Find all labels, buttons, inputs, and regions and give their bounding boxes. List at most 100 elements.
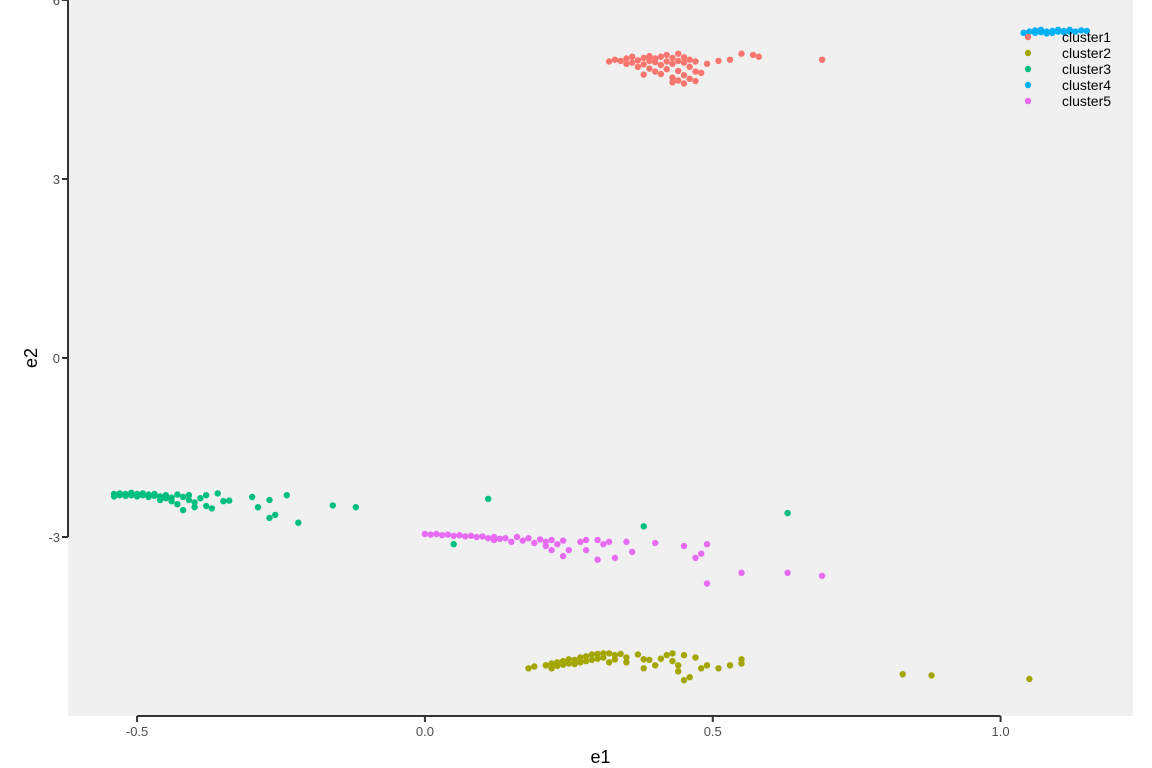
cluster1-point	[652, 68, 659, 75]
cluster5-point	[450, 532, 457, 539]
cluster5-point	[433, 530, 440, 538]
cluster5-point	[421, 530, 429, 538]
cluster1-point	[698, 69, 705, 77]
legend-key-cluster5	[1024, 97, 1032, 105]
cluster1-point	[692, 68, 699, 75]
cluster5-point	[548, 546, 555, 554]
cluster2-point	[577, 659, 584, 666]
cluster5-point	[623, 538, 630, 545]
legend-key-cluster3	[1024, 65, 1032, 73]
cluster1-point	[669, 60, 676, 67]
cluster2-point	[617, 650, 624, 658]
cluster2-point	[582, 657, 590, 665]
cluster1-point	[680, 72, 688, 79]
series-cluster3	[110, 489, 791, 548]
cluster2-point	[577, 654, 584, 661]
cluster1-point	[634, 57, 642, 64]
cluster5-point	[692, 554, 699, 562]
cluster2-point	[738, 656, 745, 663]
cluster1-point	[692, 77, 699, 85]
cluster3-point	[214, 490, 221, 497]
cluster2-point	[899, 671, 906, 678]
cluster5-point	[467, 532, 475, 539]
cluster3-point	[122, 492, 129, 499]
cluster5-point	[594, 556, 601, 563]
cluster4-point	[1037, 26, 1045, 33]
cluster5-point	[485, 535, 492, 542]
cluster3-point	[185, 496, 193, 504]
cluster1-point	[663, 51, 670, 59]
cluster4-point	[1049, 29, 1056, 36]
cluster3-point	[139, 492, 146, 499]
cluster2-point	[634, 651, 642, 658]
cluster1-point	[623, 55, 630, 62]
cluster1-point	[629, 53, 636, 60]
cluster2-point	[698, 665, 705, 672]
cluster5-point	[652, 539, 659, 547]
cluster4-point	[1083, 27, 1091, 35]
legend-key-cluster2	[1024, 49, 1032, 57]
cluster4-point	[1078, 27, 1085, 34]
cluster4-point	[1066, 26, 1073, 33]
cluster1-point	[640, 71, 647, 78]
cluster5-point	[594, 536, 601, 544]
cluster3-point	[220, 498, 227, 505]
cluster5-point	[818, 572, 826, 579]
cluster5-point	[605, 538, 613, 545]
cluster3-point	[450, 541, 457, 548]
cluster1-point	[646, 52, 653, 60]
cluster5-point	[473, 533, 480, 541]
cluster3-point	[133, 493, 141, 500]
cluster2-point	[531, 663, 538, 670]
cluster5-point	[444, 531, 452, 538]
cluster3-point	[203, 502, 210, 510]
cluster5-point	[703, 580, 711, 587]
cluster5-point	[548, 536, 555, 544]
cluster5-point	[439, 532, 446, 539]
cluster5-point	[582, 536, 590, 544]
cluster2-point	[600, 654, 607, 661]
cluster3-point	[272, 511, 279, 519]
cluster2-point	[594, 655, 601, 662]
series-cluster5	[421, 530, 826, 587]
cluster3-point	[254, 504, 262, 511]
y-tick-label: 6	[53, 0, 60, 8]
cluster1-point	[629, 59, 636, 66]
cluster5-point	[738, 569, 745, 576]
cluster1-point	[669, 79, 676, 86]
cluster5-point	[554, 541, 561, 548]
x-tick-label: 0.0	[416, 724, 434, 739]
cluster5-point	[536, 536, 544, 543]
cluster3-point	[352, 504, 359, 511]
cluster2-point	[686, 674, 693, 681]
cluster1-point	[669, 74, 676, 81]
cluster5-point	[703, 541, 711, 548]
cluster2-point	[652, 662, 659, 669]
cluster5-point	[582, 546, 590, 554]
cluster3-point	[191, 499, 198, 506]
cluster4-point	[1026, 28, 1033, 35]
cluster5-point	[456, 532, 463, 539]
cluster1-point	[646, 57, 653, 65]
legend-label-cluster2: cluster2	[1062, 45, 1111, 61]
cluster2-point	[565, 660, 572, 667]
cluster3-point	[485, 495, 492, 502]
cluster2-point	[594, 650, 601, 658]
cluster5-point	[680, 542, 688, 550]
cluster5-point	[577, 538, 584, 545]
cluster1-point	[692, 58, 699, 65]
cluster3-point	[283, 492, 290, 499]
cluster1-point	[686, 75, 693, 83]
cluster2-point	[623, 659, 630, 666]
cluster1-point	[715, 57, 722, 65]
cluster3-point	[191, 504, 198, 511]
cluster3-point	[145, 493, 152, 501]
legend-label-cluster3: cluster3	[1062, 61, 1111, 77]
cluster1-point	[726, 56, 734, 63]
cluster5-point	[496, 535, 503, 542]
cluster1-point	[675, 77, 682, 84]
y-axis-ticks: -3 0 3 6	[48, 0, 68, 545]
cluster5-point	[531, 539, 538, 547]
cluster1-point	[686, 63, 693, 70]
